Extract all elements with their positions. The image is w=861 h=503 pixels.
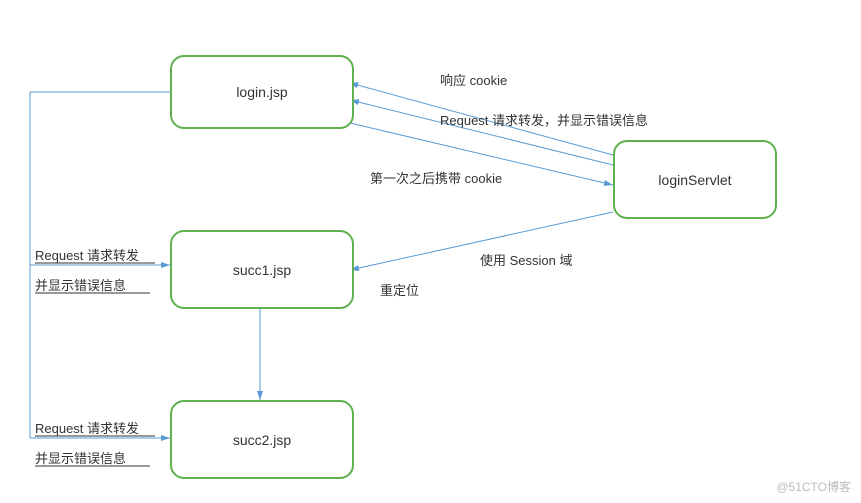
node-loginServlet: loginServlet [613,140,777,219]
edge-label-10: Request 请求转发 [35,418,139,437]
edge-label2-10: 并显示错误信息 [35,448,126,467]
edge-label-3: 使用 Session 域 [480,250,572,269]
edge-label-8: Request 请求转发 [35,245,139,264]
edge-label-1: Request 请求转发，并显示错误信息 [440,110,648,129]
node-login: login.jsp [170,55,354,129]
edge-label2-8: 并显示错误信息 [35,275,126,294]
watermark: @51CTO博客 [776,478,851,495]
edge-label2-4: 重定位 [380,280,419,299]
node-succ1: succ1.jsp [170,230,354,309]
edge-label-0: 响应 cookie [440,70,507,89]
node-succ2: succ2.jsp [170,400,354,479]
edge-label-2: 第一次之后携带 cookie [370,168,502,187]
